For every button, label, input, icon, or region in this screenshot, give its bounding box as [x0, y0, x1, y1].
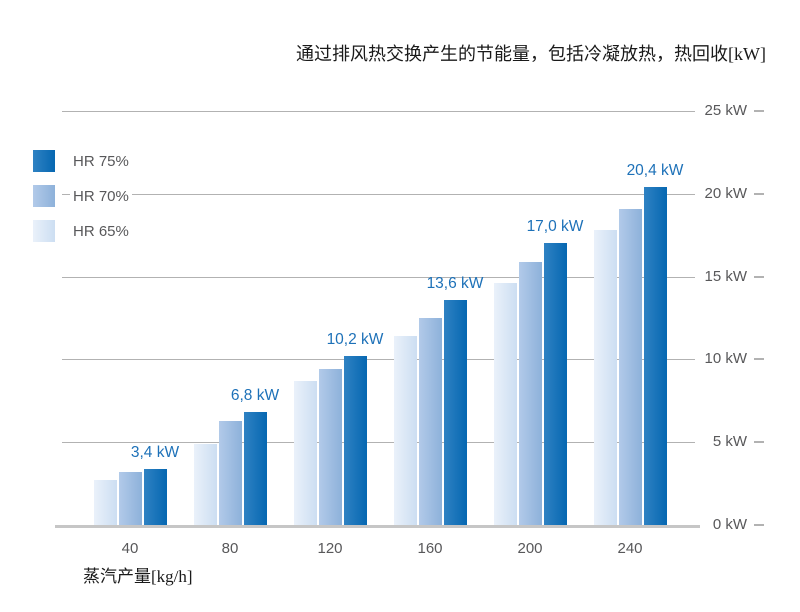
gridline-15kw [62, 276, 695, 278]
bar-hr-70%-240 [619, 208, 642, 525]
y-tick-mark-icon [754, 192, 764, 195]
bar-value-label: 3,4 kW [130, 443, 180, 461]
bar-hr-75%-200 [544, 243, 567, 525]
bar-hr-65%-40 [94, 480, 117, 525]
legend: HR 75% HR 70% HR 65% [33, 150, 132, 255]
y-tick-label: 10 kW [704, 350, 747, 368]
bar-value-label: 17,0 kW [526, 218, 584, 236]
bar-hr-75%-240 [644, 187, 667, 525]
bar-value-label: 13,6 kW [426, 274, 484, 292]
x-tick-label: 200 [517, 540, 543, 557]
y-tick-mark-icon [754, 441, 764, 444]
x-tick-label: 160 [417, 540, 443, 557]
x-axis-label: 蒸汽产量[kg/h] [83, 567, 193, 586]
y-tick-label: 20 kW [704, 184, 747, 202]
legend-item-hr75: HR 75% [33, 150, 132, 172]
y-tick-label: 15 kW [704, 267, 747, 285]
y-tick-mark-icon [754, 110, 764, 112]
bar-hr-70%-200 [519, 261, 542, 525]
bar-hr-75%-160 [444, 299, 467, 525]
x-tick-label: 40 [121, 540, 139, 557]
bar-value-label: 6,8 kW [230, 387, 280, 405]
legend-label-hr65: HR 65% [70, 220, 132, 242]
x-axis-line [55, 525, 700, 528]
legend-item-hr70: HR 70% [33, 185, 132, 207]
legend-item-hr65: HR 65% [33, 220, 132, 242]
y-tick-label: 0 kW [712, 516, 747, 533]
gridline-25kw [62, 111, 695, 112]
legend-swatch-hr70-icon [33, 185, 55, 207]
bar-hr-75%-40 [144, 468, 167, 525]
x-tick-label: 80 [221, 540, 239, 557]
bar-value-label: 20,4 kW [626, 162, 684, 180]
chart-title: 通过排风热交换产生的节能量，包括冷凝放热，热回收[kW] [296, 44, 766, 64]
bar-hr-65%-120 [294, 380, 317, 525]
y-tick-mark-icon [754, 358, 764, 361]
legend-swatch-hr65-icon [33, 220, 55, 242]
gridline-5kw [62, 442, 695, 444]
bar-hr-65%-240 [594, 230, 617, 525]
legend-label-hr70: HR 70% [70, 185, 132, 207]
bar-hr-70%-160 [419, 318, 442, 525]
y-tick-mark-icon [754, 524, 764, 526]
x-tick-label: 240 [617, 540, 643, 557]
gridline-10kw [62, 359, 695, 361]
bar-value-label: 10,2 kW [326, 331, 384, 349]
bar-hr-75%-120 [344, 356, 367, 525]
y-tick-label: 25 kW [704, 102, 747, 119]
bar-hr-75%-80 [244, 412, 267, 525]
bar-hr-70%-80 [219, 420, 242, 525]
bar-hr-65%-160 [394, 336, 417, 525]
y-tick-mark-icon [754, 275, 764, 278]
bar-hr-70%-120 [319, 369, 342, 525]
x-tick-label: 120 [317, 540, 343, 557]
y-tick-label: 5 kW [712, 433, 747, 451]
bar-hr-65%-80 [194, 443, 217, 525]
legend-label-hr75: HR 75% [70, 150, 132, 172]
gridline-20kw [62, 193, 695, 195]
bar-hr-70%-40 [119, 472, 142, 525]
bar-hr-65%-200 [494, 283, 517, 525]
legend-swatch-hr75-icon [33, 150, 55, 172]
